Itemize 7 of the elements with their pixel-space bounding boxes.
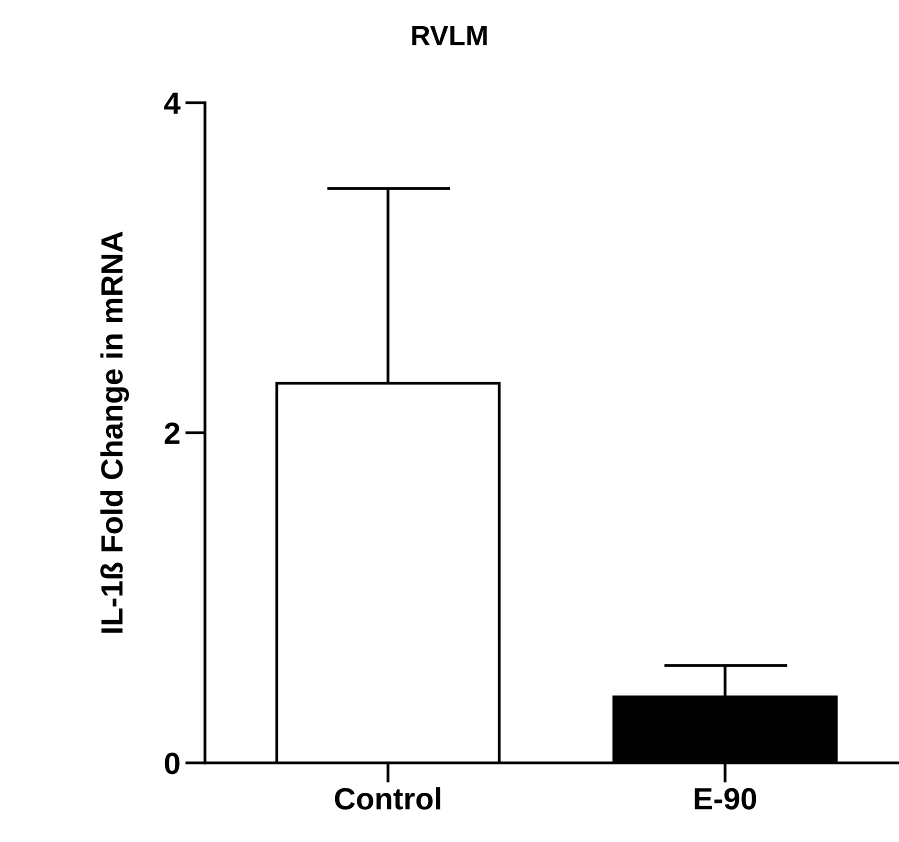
x-tick-label: E-90 bbox=[694, 788, 756, 810]
y-tick-label: 2 bbox=[164, 422, 180, 444]
y-axis-title: IL-1ß Fold Change in mRNA bbox=[100, 232, 129, 633]
y-tick-label: 4 bbox=[164, 92, 181, 114]
chart-title: RVLM bbox=[412, 26, 487, 46]
x-tick-label: Control bbox=[334, 787, 440, 810]
y-tick-label: 0 bbox=[164, 752, 180, 774]
